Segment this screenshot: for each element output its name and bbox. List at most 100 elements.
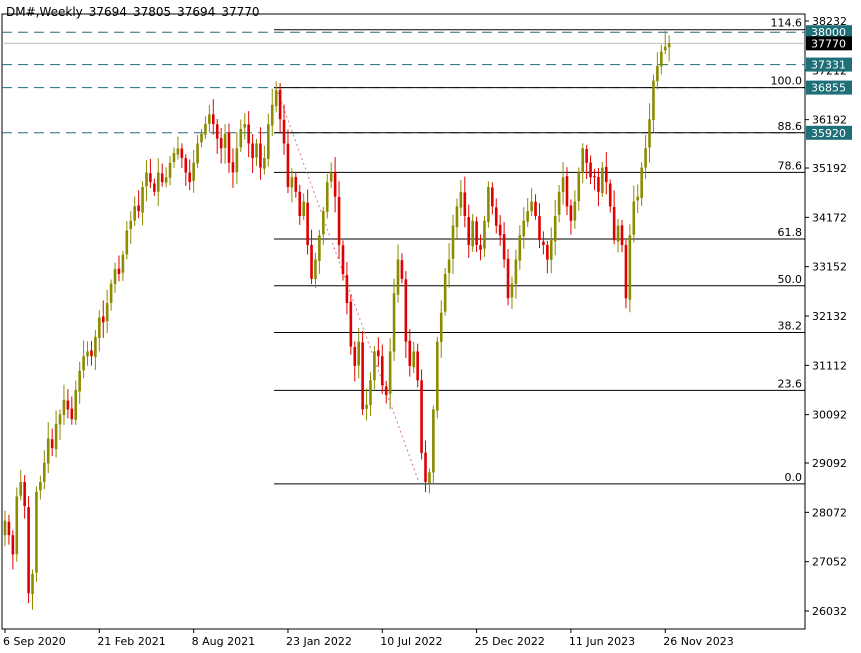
level-badge-label: 36855 bbox=[811, 82, 846, 95]
candle-body bbox=[113, 269, 117, 285]
candle-body bbox=[565, 176, 569, 207]
candle-body bbox=[62, 399, 66, 416]
candle-body bbox=[432, 409, 435, 473]
candle-body bbox=[94, 336, 97, 357]
candle-body bbox=[373, 351, 376, 381]
candle-body bbox=[105, 303, 109, 322]
low-value: 37694 bbox=[177, 5, 216, 19]
candle-body bbox=[31, 573, 34, 595]
candle-body bbox=[278, 89, 282, 120]
candle-body bbox=[125, 230, 129, 255]
candle-body bbox=[310, 244, 313, 279]
candle-body bbox=[459, 191, 463, 208]
candle-body bbox=[267, 124, 270, 159]
level-badge-label: 38000 bbox=[811, 26, 846, 39]
candle-body bbox=[19, 481, 23, 496]
candle-body bbox=[471, 220, 474, 247]
candle-body bbox=[463, 192, 467, 216]
candle-body bbox=[546, 244, 549, 260]
fib-level-label: 38.2 bbox=[778, 320, 803, 333]
candle-body bbox=[101, 316, 105, 323]
candle-body bbox=[247, 124, 250, 144]
x-tick-label: 11 Jun 2023 bbox=[569, 635, 635, 648]
x-tick-label: 6 Sep 2020 bbox=[3, 635, 66, 648]
candle-body bbox=[164, 177, 168, 183]
candle-body bbox=[663, 46, 667, 51]
candle-body bbox=[46, 438, 50, 464]
candle-body bbox=[259, 143, 262, 168]
fib-level-label: 23.6 bbox=[778, 377, 803, 390]
candle-body bbox=[54, 423, 58, 450]
candle-body bbox=[145, 172, 148, 187]
x-tick-label: 10 Jul 2022 bbox=[380, 635, 442, 648]
candle-body bbox=[455, 206, 459, 228]
candle-body bbox=[416, 351, 419, 381]
fib-level-label: 88.6 bbox=[778, 120, 803, 133]
candle-body bbox=[357, 341, 360, 366]
candle-body bbox=[188, 172, 192, 183]
candle-body bbox=[510, 283, 514, 298]
candle-body bbox=[82, 356, 85, 371]
candle-body bbox=[70, 408, 74, 420]
candle-body bbox=[184, 158, 188, 173]
candle-body bbox=[7, 521, 11, 536]
candle-body bbox=[302, 201, 305, 216]
candle-body bbox=[475, 221, 478, 246]
candle-body bbox=[424, 452, 427, 482]
candle-body bbox=[349, 301, 353, 347]
candle-body bbox=[518, 235, 522, 261]
x-tick-label: 21 Feb 2021 bbox=[97, 635, 165, 648]
candle-body bbox=[436, 341, 439, 411]
candle-body bbox=[23, 481, 26, 507]
candle-body bbox=[608, 183, 612, 207]
candle-body bbox=[74, 390, 78, 420]
candle-body bbox=[597, 176, 600, 192]
candle-body bbox=[325, 182, 329, 212]
candle-body bbox=[200, 133, 203, 143]
candle-body bbox=[27, 507, 30, 594]
candle-body bbox=[636, 196, 640, 201]
y-tick-label: 34172 bbox=[812, 211, 847, 224]
close-value: 37770 bbox=[221, 5, 260, 19]
candle-body bbox=[451, 225, 455, 259]
candle-body bbox=[176, 148, 180, 155]
candle-body bbox=[412, 351, 416, 368]
candle-body bbox=[239, 128, 243, 148]
candle-body bbox=[192, 162, 195, 181]
fibonacci-retracement: 114.6 100.0 88.6 78.6 61.8 50.0 38.2 23.6 0.0 bbox=[274, 17, 805, 485]
current-price-badge-label: 37770 bbox=[811, 37, 846, 50]
candle-body bbox=[616, 225, 620, 242]
candle-body bbox=[581, 148, 585, 173]
candle-body bbox=[333, 172, 337, 197]
fib-level-label: 50.0 bbox=[778, 273, 803, 286]
candle-body bbox=[530, 201, 533, 212]
candle-body bbox=[345, 275, 349, 304]
candle-body bbox=[35, 491, 38, 573]
level-badge-bg bbox=[806, 125, 852, 140]
candle-body bbox=[589, 162, 592, 178]
time-axis: 6 Sep 2020 21 Feb 2021 8 Aug 2021 23 Jan 20… bbox=[3, 629, 734, 648]
chart-frame bbox=[1, 13, 806, 630]
level-badge-bg bbox=[806, 25, 852, 40]
current-price-badge-bg bbox=[806, 36, 852, 51]
candle-body bbox=[168, 162, 172, 178]
candle-body bbox=[78, 370, 81, 392]
level-badge-bg bbox=[806, 80, 852, 95]
candle-body bbox=[160, 173, 164, 183]
candle-body bbox=[43, 462, 46, 482]
candle-body bbox=[153, 183, 156, 192]
candle-body bbox=[660, 51, 663, 67]
y-tick-label: 38232 bbox=[812, 15, 847, 28]
candle-body bbox=[180, 148, 184, 158]
candle-body bbox=[66, 400, 70, 410]
candle-body bbox=[404, 279, 408, 342]
candle-body bbox=[483, 220, 486, 249]
y-tick-label: 28072 bbox=[812, 506, 847, 519]
candle-body bbox=[208, 114, 211, 124]
fib-level-label: 0.0 bbox=[785, 471, 803, 484]
candle-body bbox=[380, 356, 384, 386]
candle-body bbox=[255, 143, 258, 158]
candle-body bbox=[3, 520, 7, 536]
candle-body bbox=[443, 274, 447, 312]
